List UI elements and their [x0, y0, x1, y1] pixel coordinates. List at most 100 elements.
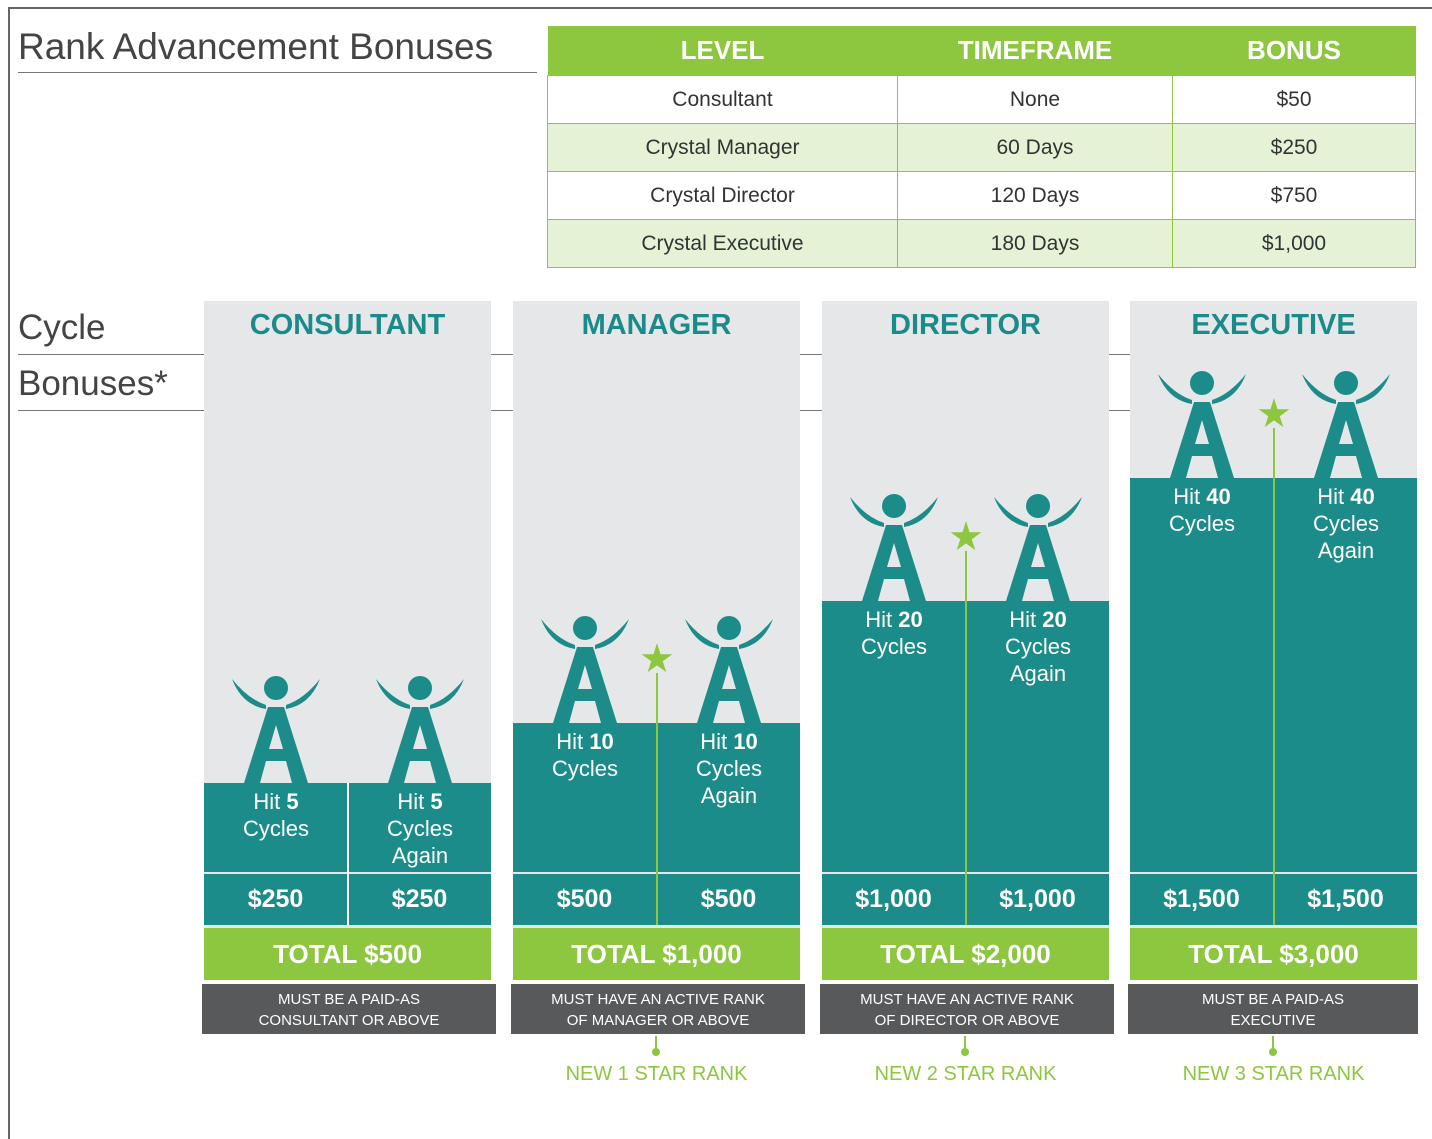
- cycle-title: Cycle: [18, 308, 106, 347]
- separator: [1118, 994, 1122, 1024]
- hit-line: Again: [391, 843, 449, 868]
- connector-dot: [1269, 1048, 1277, 1056]
- hit-text: Hit: [865, 607, 893, 632]
- hit-label: Hit 40 Cycles Again: [1276, 483, 1416, 564]
- requirement-line: OF DIRECTOR OR ABOVE: [874, 1012, 1060, 1029]
- column-title: MANAGER: [581, 309, 732, 341]
- connector: [964, 1036, 966, 1050]
- hit-line: Cycles: [860, 634, 927, 659]
- hit-count: 20: [1042, 607, 1067, 632]
- hit-count: 10: [589, 729, 614, 754]
- hit-text: Hit: [556, 729, 584, 754]
- hit-label: Hit 10 Cycles: [515, 728, 655, 782]
- section-title: Rank Advancement Bonuses: [18, 26, 494, 67]
- hit-line: Hit 5: [350, 788, 490, 815]
- hit-line: Hit 10: [515, 728, 655, 755]
- hit-line: Hit 20: [968, 606, 1108, 633]
- hit-line: Again: [700, 783, 758, 808]
- person-icon: [850, 494, 938, 601]
- star-rank-label: NEW 3 STAR RANK: [1182, 1063, 1365, 1085]
- separator: [809, 994, 813, 1024]
- star-line: [965, 551, 967, 601]
- hit-line: Cycles: [386, 816, 453, 841]
- person-icon: [1158, 371, 1246, 478]
- table-row: Crystal Director 120 Days $750: [547, 171, 1416, 220]
- separator: [500, 994, 504, 1024]
- table-cell: Crystal Executive: [547, 219, 898, 268]
- divider: [965, 601, 967, 925]
- hit-text: Hit: [1317, 484, 1345, 509]
- amount: $1,500: [1163, 885, 1240, 913]
- table-cell: Consultant: [547, 75, 898, 124]
- hit-line: Cycles: [1312, 511, 1379, 536]
- connector: [1272, 1036, 1274, 1050]
- star-rank-label: NEW 2 STAR RANK: [874, 1063, 1057, 1085]
- hit-text: Hit: [397, 789, 425, 814]
- requirement-line: MUST BE A PAID-AS: [278, 991, 420, 1008]
- hit-label: Hit 10 Cycles Again: [659, 728, 799, 809]
- star-rank-label: NEW 1 STAR RANK: [565, 1063, 748, 1085]
- cycle-title: Bonuses*: [18, 364, 168, 403]
- hit-count: 40: [1350, 484, 1375, 509]
- hit-line: Cycles: [695, 756, 762, 781]
- table-row: Crystal Manager 60 Days $250: [547, 123, 1416, 172]
- table-cell: None: [897, 75, 1173, 124]
- hit-count: 5: [430, 789, 443, 814]
- column-title: CONSULTANT: [249, 309, 446, 341]
- divider: [1273, 478, 1275, 925]
- hit-count: 5: [286, 789, 299, 814]
- amount: $250: [247, 885, 304, 913]
- connector: [655, 1036, 657, 1050]
- person-icon: [994, 494, 1082, 601]
- column-title: DIRECTOR: [890, 309, 1041, 341]
- total: TOTAL $3,000: [1130, 928, 1417, 980]
- hit-text: Hit: [253, 789, 281, 814]
- hit-text: Hit: [700, 729, 728, 754]
- total: TOTAL $500: [204, 928, 491, 980]
- hit-line: Cycles: [1004, 634, 1071, 659]
- hit-label: Hit 20 Cycles: [824, 606, 964, 660]
- total: TOTAL $2,000: [822, 928, 1109, 980]
- rule: [18, 72, 537, 73]
- hit-label: Hit 20 Cycles Again: [968, 606, 1108, 687]
- hit-label: Hit 5 Cycles Again: [350, 788, 490, 869]
- requirement-line: MUST HAVE AN ACTIVE RANK: [860, 991, 1074, 1008]
- total: TOTAL $1,000: [513, 928, 800, 980]
- hit-count: 10: [733, 729, 758, 754]
- requirement-line: MUST BE A PAID-AS: [1202, 991, 1344, 1008]
- table-row: Consultant None $50: [547, 75, 1416, 124]
- requirement: MUST HAVE AN ACTIVE RANK OF DIRECTOR OR A…: [820, 984, 1114, 1034]
- table-cell: Crystal Director: [547, 171, 898, 220]
- requirement: MUST BE A PAID-AS CONSULTANT OR ABOVE: [202, 984, 496, 1034]
- table-row: Crystal Executive 180 Days $1,000: [547, 219, 1416, 268]
- divider: [347, 783, 349, 925]
- hit-count: 20: [898, 607, 923, 632]
- hit-line: Hit 40: [1132, 483, 1272, 510]
- table-cell: 60 Days: [897, 123, 1173, 172]
- bonus-table: LEVEL TIMEFRAME BONUS Consultant None $50 Crys…: [547, 26, 1416, 268]
- connector-dot: [961, 1048, 969, 1056]
- amount: $1,000: [999, 885, 1076, 913]
- hit-line: Cycles: [1168, 511, 1235, 536]
- requirement-line: OF MANAGER OR ABOVE: [566, 1012, 750, 1029]
- hit-line: Cycles: [242, 816, 309, 841]
- hit-line: Hit 20: [824, 606, 964, 633]
- requirement-line: MUST HAVE AN ACTIVE RANK: [551, 991, 765, 1008]
- person-icon: [232, 676, 320, 783]
- amount: $250: [391, 885, 448, 913]
- table-cell: Crystal Manager: [547, 123, 898, 172]
- requirement: MUST HAVE AN ACTIVE RANK OF MANAGER OR AB…: [511, 984, 805, 1034]
- person-icon: [541, 616, 629, 723]
- table-header: TIMEFRAME: [897, 26, 1173, 76]
- person-icon: [685, 616, 773, 723]
- hit-text: Hit: [1173, 484, 1201, 509]
- requirement-line: CONSULTANT OR ABOVE: [258, 1012, 440, 1029]
- requirement-line: EXECUTIVE: [1230, 1012, 1316, 1029]
- hit-line: Cycles: [551, 756, 618, 781]
- table-cell: 120 Days: [897, 171, 1173, 220]
- table-header: LEVEL: [547, 26, 898, 76]
- star-line: [656, 673, 658, 723]
- hit-line: Hit 40: [1276, 483, 1416, 510]
- table-cell: $750: [1172, 171, 1416, 220]
